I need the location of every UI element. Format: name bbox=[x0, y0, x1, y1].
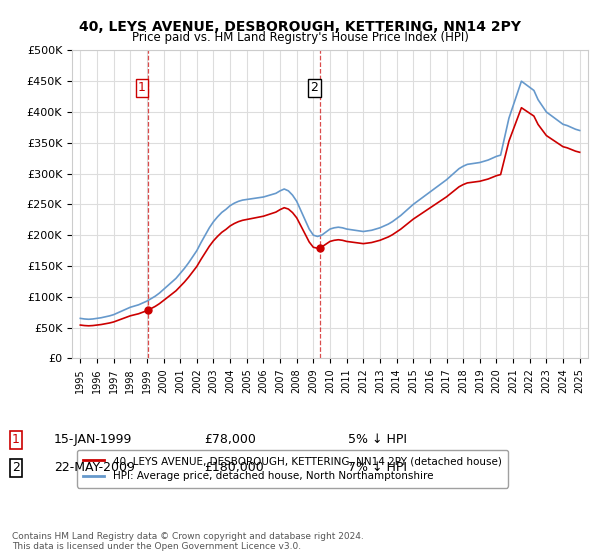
Text: Contains HM Land Registry data © Crown copyright and database right 2024.
This d: Contains HM Land Registry data © Crown c… bbox=[12, 532, 364, 552]
Text: Price paid vs. HM Land Registry's House Price Index (HPI): Price paid vs. HM Land Registry's House … bbox=[131, 31, 469, 44]
Text: £78,000: £78,000 bbox=[204, 433, 256, 446]
Text: 1: 1 bbox=[12, 433, 20, 446]
Text: £180,000: £180,000 bbox=[204, 461, 264, 474]
Text: 7% ↓ HPI: 7% ↓ HPI bbox=[348, 461, 407, 474]
Text: 22-MAY-2009: 22-MAY-2009 bbox=[54, 461, 135, 474]
Text: 5% ↓ HPI: 5% ↓ HPI bbox=[348, 433, 407, 446]
Text: 2: 2 bbox=[310, 81, 318, 94]
Text: 1: 1 bbox=[138, 81, 146, 94]
Text: 2: 2 bbox=[12, 461, 20, 474]
Legend: 40, LEYS AVENUE, DESBOROUGH, KETTERING, NN14 2PY (detached house), HPI: Average : 40, LEYS AVENUE, DESBOROUGH, KETTERING, … bbox=[77, 450, 508, 488]
Text: 15-JAN-1999: 15-JAN-1999 bbox=[54, 433, 133, 446]
Text: 40, LEYS AVENUE, DESBOROUGH, KETTERING, NN14 2PY: 40, LEYS AVENUE, DESBOROUGH, KETTERING, … bbox=[79, 20, 521, 34]
